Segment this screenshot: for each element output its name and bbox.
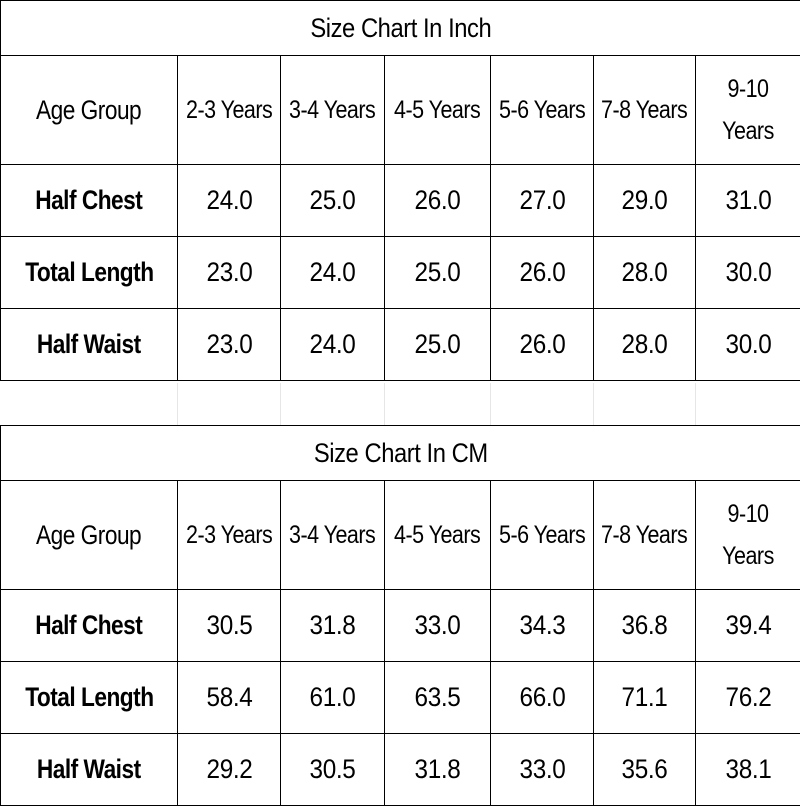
value-cell: 71.1: [594, 662, 696, 734]
value-cell: 24.0: [281, 309, 385, 381]
value-cell: 25.0: [385, 309, 491, 381]
row-header: Age Group: [36, 95, 141, 126]
table-title: Size Chart In Inch: [310, 13, 491, 44]
column-header: 2-3 Years: [178, 481, 281, 590]
value-cell: 25.0: [281, 165, 385, 237]
value-cell: 26.0: [491, 237, 594, 309]
value-cell: 26.0: [491, 309, 594, 381]
row-header-cell: Age Group: [1, 481, 178, 590]
value-cell: 29.2: [178, 734, 281, 806]
gap-gridline: [490, 383, 491, 425]
column-header: 3-4 Years: [281, 481, 385, 590]
value-cell: 36.8: [594, 590, 696, 662]
column-header: 9-10 Years: [696, 481, 800, 590]
value-cell: 30.5: [281, 734, 385, 806]
table-row: Total Length 58.4 61.0 63.5 66.0 71.1 76…: [1, 662, 800, 734]
value-cell: 31.8: [385, 734, 491, 806]
row-label-cell: Half Waist: [1, 309, 178, 381]
size-chart-inch-table: Size Chart In Inch Age Group 2-3 Years 3…: [0, 0, 800, 381]
gap-gridline: [280, 383, 281, 425]
value-cell: 76.2: [696, 662, 800, 734]
gap-gridline: [384, 383, 385, 425]
gap-gridline: [177, 383, 178, 425]
value-cell: 58.4: [178, 662, 281, 734]
row-label-cell: Total Length: [1, 662, 178, 734]
value-cell: 30.5: [178, 590, 281, 662]
value-cell: 28.0: [594, 309, 696, 381]
table-title-cell: Size Chart In CM: [1, 426, 800, 481]
value-cell: 25.0: [385, 237, 491, 309]
value-cell: 28.0: [594, 237, 696, 309]
value-cell: 29.0: [594, 165, 696, 237]
value-cell: 63.5: [385, 662, 491, 734]
value-cell: 23.0: [178, 237, 281, 309]
column-header: 3-4 Years: [281, 56, 385, 165]
row-label-cell: Half Chest: [1, 165, 178, 237]
row-label-cell: Half Chest: [1, 590, 178, 662]
column-header: 4-5 Years: [385, 481, 491, 590]
value-cell: 38.1: [696, 734, 800, 806]
row-header-cell: Age Group: [1, 56, 178, 165]
value-cell: 35.6: [594, 734, 696, 806]
value-cell: 61.0: [281, 662, 385, 734]
value-cell: 31.0: [696, 165, 800, 237]
column-header: 4-5 Years: [385, 56, 491, 165]
row-header: Age Group: [36, 520, 141, 551]
value-cell: 34.3: [491, 590, 594, 662]
size-chart-cm-table: Size Chart In CM Age Group 2-3 Years 3-4…: [0, 425, 800, 806]
value-cell: 30.0: [696, 309, 800, 381]
row-label-cell: Total Length: [1, 237, 178, 309]
table-row: Half Chest 30.5 31.8 33.0 34.3 36.8 39.4: [1, 590, 800, 662]
table-row: Half Waist 23.0 24.0 25.0 26.0 28.0 30.0: [1, 309, 800, 381]
table-title-cell: Size Chart In Inch: [1, 1, 800, 56]
column-header: 5-6 Years: [491, 56, 594, 165]
column-header: 5-6 Years: [491, 481, 594, 590]
value-cell: 33.0: [385, 590, 491, 662]
table-gap: [0, 383, 800, 425]
column-header: 7-8 Years: [594, 481, 696, 590]
column-header: 2-3 Years: [178, 56, 281, 165]
column-header: 9-10 Years: [696, 56, 800, 165]
value-cell: 66.0: [491, 662, 594, 734]
value-cell: 24.0: [178, 165, 281, 237]
table-row: Half Chest 24.0 25.0 26.0 27.0 29.0 31.0: [1, 165, 800, 237]
value-cell: 24.0: [281, 237, 385, 309]
table-row: Total Length 23.0 24.0 25.0 26.0 28.0 30…: [1, 237, 800, 309]
value-cell: 31.8: [281, 590, 385, 662]
table-title: Size Chart In CM: [314, 438, 488, 469]
value-cell: 33.0: [491, 734, 594, 806]
value-cell: 26.0: [385, 165, 491, 237]
value-cell: 39.4: [696, 590, 800, 662]
value-cell: 27.0: [491, 165, 594, 237]
value-cell: 30.0: [696, 237, 800, 309]
table-row: Half Waist 29.2 30.5 31.8 33.0 35.6 38.1: [1, 734, 800, 806]
row-label-cell: Half Waist: [1, 734, 178, 806]
value-cell: 23.0: [178, 309, 281, 381]
column-header: 7-8 Years: [594, 56, 696, 165]
gap-gridline: [695, 383, 696, 425]
gap-gridline: [593, 383, 594, 425]
